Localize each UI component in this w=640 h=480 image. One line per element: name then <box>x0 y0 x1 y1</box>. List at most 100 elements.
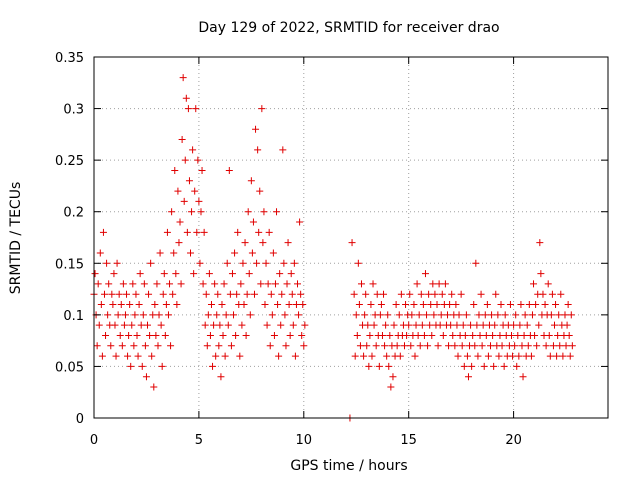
data-point <box>490 362 498 370</box>
data-point <box>412 321 420 329</box>
data-point <box>420 331 428 339</box>
data-point <box>232 331 240 339</box>
data-point <box>350 290 358 298</box>
data-point <box>168 208 176 216</box>
data-point <box>142 373 150 381</box>
data-point <box>227 342 235 350</box>
data-point <box>426 321 434 329</box>
data-point <box>438 290 446 298</box>
data-point <box>402 301 410 309</box>
data-point <box>169 290 177 298</box>
data-point <box>296 218 304 226</box>
data-point <box>494 311 502 319</box>
data-point <box>448 290 456 298</box>
data-point <box>370 321 378 329</box>
data-point <box>124 352 132 360</box>
data-point <box>517 301 525 309</box>
data-point <box>252 125 260 133</box>
data-point <box>452 301 460 309</box>
data-point <box>431 290 439 298</box>
data-point <box>108 290 116 298</box>
data-point <box>204 311 212 319</box>
data-point <box>464 373 472 381</box>
data-point <box>548 290 556 298</box>
data-point <box>523 321 531 329</box>
data-point <box>372 342 380 350</box>
data-point <box>138 362 146 370</box>
data-point <box>383 352 391 360</box>
data-point <box>519 373 527 381</box>
data-point <box>261 301 269 309</box>
data-point <box>393 342 401 350</box>
data-point <box>254 146 262 154</box>
data-point <box>516 321 524 329</box>
data-point <box>352 311 360 319</box>
data-point <box>414 331 422 339</box>
data-point <box>258 105 266 113</box>
data-point <box>368 352 376 360</box>
data-point <box>189 146 197 154</box>
data-point <box>468 362 476 370</box>
data-point <box>469 331 477 339</box>
data-point <box>487 342 495 350</box>
data-point <box>527 352 535 360</box>
data-point <box>555 311 563 319</box>
data-point <box>360 352 368 360</box>
data-point <box>105 280 113 288</box>
data-point <box>164 311 172 319</box>
data-point <box>439 331 447 339</box>
data-point <box>150 383 158 391</box>
data-point <box>563 321 571 329</box>
data-point <box>199 280 207 288</box>
data-point <box>190 270 198 278</box>
data-point <box>213 311 221 319</box>
data-point <box>501 311 509 319</box>
data-point <box>406 290 414 298</box>
data-point <box>242 331 250 339</box>
data-point <box>107 342 115 350</box>
x-tick-label: 20 <box>505 433 522 448</box>
data-point <box>441 280 449 288</box>
data-point <box>131 311 139 319</box>
data-point <box>476 331 484 339</box>
data-point <box>381 342 389 350</box>
data-point <box>223 259 231 267</box>
data-point <box>556 342 564 350</box>
data-point <box>411 352 419 360</box>
data-point <box>478 342 486 350</box>
data-point <box>273 208 281 216</box>
data-point <box>132 290 140 298</box>
y-axis-label: SRMTID / TECUs <box>8 182 24 295</box>
data-point <box>216 321 224 329</box>
data-point <box>97 301 105 309</box>
data-point <box>528 311 536 319</box>
data-point <box>218 301 226 309</box>
data-point <box>387 383 395 391</box>
data-point <box>520 331 528 339</box>
data-point <box>500 362 508 370</box>
data-point <box>274 301 282 309</box>
data-point <box>544 280 552 288</box>
y-tick-label: 0.2 <box>63 206 84 221</box>
data-point <box>212 352 220 360</box>
data-point <box>436 321 444 329</box>
data-point <box>244 208 252 216</box>
data-point <box>174 187 182 195</box>
data-point <box>166 280 174 288</box>
data-point <box>111 321 119 329</box>
data-point <box>301 321 309 329</box>
axes: 0 0.05 0.1 0.15 0.2 0.25 0.3 0.35 0 5 10 15 20 <box>55 51 608 448</box>
data-point <box>395 311 403 319</box>
data-point <box>553 352 561 360</box>
data-point <box>238 321 246 329</box>
data-point <box>474 352 482 360</box>
data-point <box>479 321 487 329</box>
grid <box>94 57 608 418</box>
data-point <box>269 249 277 257</box>
x-tick-label: 0 <box>90 433 98 448</box>
data-point <box>496 331 504 339</box>
data-point <box>118 342 126 350</box>
data-point <box>236 352 244 360</box>
data-point <box>246 311 254 319</box>
data-point <box>348 239 356 247</box>
